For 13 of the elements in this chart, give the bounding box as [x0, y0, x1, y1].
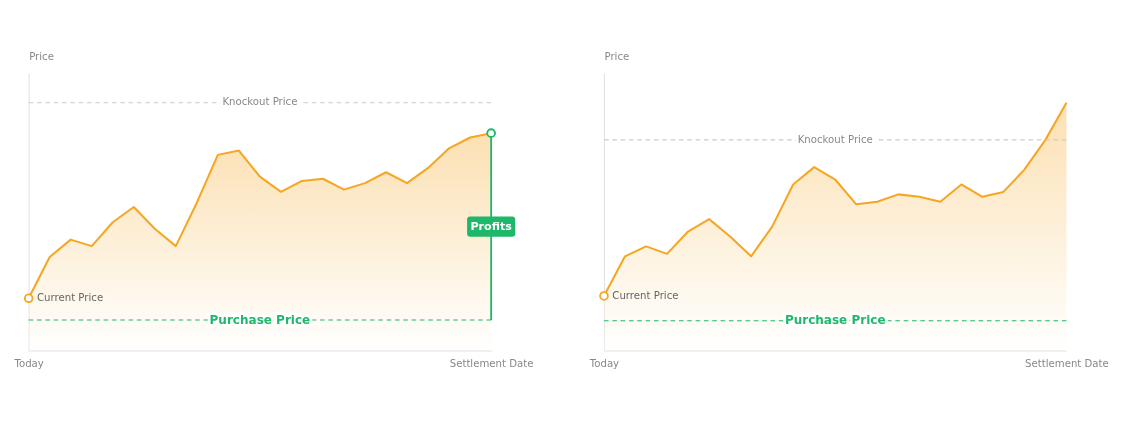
ref-line-label: Knockout Price — [222, 96, 298, 108]
annotation: Profits — [470, 220, 513, 234]
ref-line-label: Purchase Price — [209, 312, 311, 327]
ref-line-label: Purchase Price — [784, 313, 886, 328]
x-tick-label: Settlement Date — [1025, 357, 1109, 369]
annotation: Current Price — [612, 289, 679, 301]
x-tick-label: Today — [13, 357, 44, 369]
x-tick-label: Today — [588, 357, 620, 369]
y-axis-title: Price — [604, 51, 630, 63]
y-axis-title: Price — [29, 51, 54, 63]
ref-line-label: Knockout Price — [797, 133, 873, 145]
annotation: Current Price — [37, 292, 104, 304]
x-tick-label: Settlement Date — [449, 357, 534, 369]
